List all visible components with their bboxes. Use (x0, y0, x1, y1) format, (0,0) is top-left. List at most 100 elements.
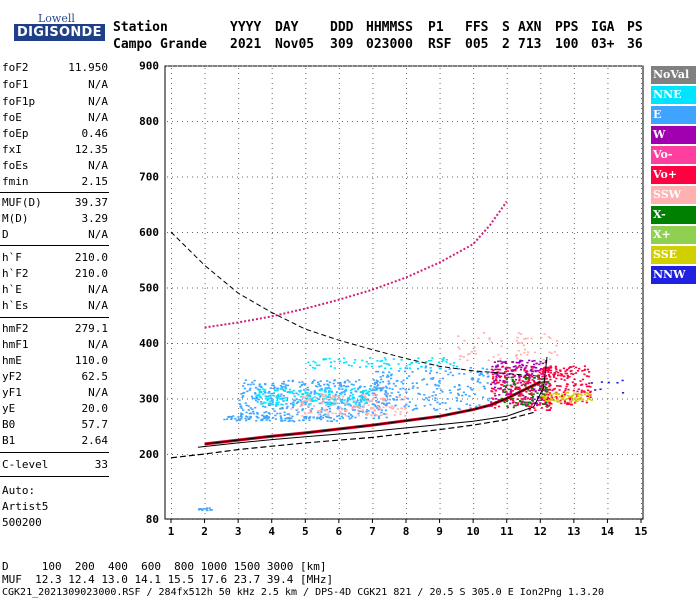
x-tick-label: 7 (369, 525, 376, 538)
echo-point (375, 387, 379, 389)
echo-point (258, 388, 262, 391)
echo-point (345, 402, 348, 404)
grid-dot (312, 454, 313, 455)
echo-point (507, 366, 510, 369)
grid-dot (242, 519, 243, 520)
grid-dot (439, 418, 441, 419)
echo-point (577, 393, 580, 396)
grid-dot (406, 183, 407, 184)
grid-dot (502, 65, 503, 67)
grid-dot (238, 398, 240, 399)
grid-dot (238, 268, 240, 269)
grid-dot (357, 454, 358, 455)
echo-point (502, 385, 505, 387)
echo-point (458, 358, 462, 361)
echo-point (556, 354, 559, 356)
grid-dot (406, 228, 407, 229)
echo-point (563, 393, 567, 396)
grid-dot (439, 463, 441, 464)
grid-dot (305, 293, 307, 294)
y-tick-label: 400 (139, 337, 159, 350)
echo-point (300, 395, 303, 398)
echo-point (530, 402, 533, 405)
grid-dot (372, 508, 374, 509)
grid-dot (473, 463, 475, 464)
echo-point (510, 392, 513, 395)
grid-dot (506, 438, 508, 439)
echo-point (378, 365, 381, 368)
grid-dot (372, 413, 374, 414)
echo-point (554, 365, 558, 368)
echo-point (226, 418, 229, 420)
echo-point (381, 371, 385, 374)
grid-dot (502, 287, 503, 289)
echo-point (360, 400, 363, 403)
echo-point (322, 408, 325, 411)
echo-point (530, 375, 534, 378)
echo-point (460, 355, 463, 358)
echo-point (382, 406, 385, 409)
grid-dot (372, 268, 374, 269)
echo-point (588, 371, 591, 373)
echo-point (546, 367, 549, 369)
grid-dot (252, 232, 253, 233)
echo-point (504, 362, 507, 365)
echo-point (312, 400, 315, 403)
grid-dot (412, 121, 413, 122)
echo-point (344, 388, 347, 391)
grid-dot (527, 343, 528, 344)
grid-dot (592, 398, 593, 400)
echo-point (511, 378, 514, 381)
grid-dot (204, 508, 206, 509)
grid-dot (338, 138, 340, 139)
echo-point (341, 399, 344, 401)
grid-dot (540, 88, 542, 89)
grid-dot (212, 343, 213, 344)
echo-point (469, 386, 472, 389)
echo-point (350, 414, 353, 416)
grid-dot (338, 353, 340, 354)
grid-dot (197, 343, 198, 344)
grid-dot (506, 263, 508, 264)
grid-dot (622, 519, 623, 520)
echo-point (548, 351, 551, 354)
grid-dot (597, 519, 598, 520)
echo-point (299, 401, 302, 403)
echo-point (516, 361, 519, 364)
echo-point (361, 391, 364, 393)
grid-dot (305, 258, 307, 259)
echo-point (483, 387, 487, 390)
grid-dot (338, 223, 340, 224)
grid-dot (642, 65, 643, 67)
grid-dot (439, 143, 441, 144)
grid-dot (171, 73, 172, 74)
logo-lowell: Lowell (38, 12, 75, 25)
grid-dot (477, 176, 478, 178)
grid-dot (473, 268, 475, 269)
echo-point (383, 357, 386, 359)
grid-dot (192, 454, 193, 455)
grid-dot (622, 343, 623, 344)
echo-point (477, 371, 480, 374)
grid-dot (540, 438, 542, 439)
grid-dot (238, 228, 240, 229)
grid-dot (207, 519, 208, 520)
echo-point (501, 389, 505, 392)
echo-point (390, 392, 393, 394)
grid-dot (432, 232, 433, 233)
echo-point (320, 401, 323, 404)
grid-dot (292, 287, 293, 289)
echo-point (379, 381, 382, 384)
grid-dot (167, 343, 168, 344)
grid-dot (305, 153, 307, 154)
echo-point (527, 389, 530, 391)
grid-dot (439, 363, 441, 364)
grid-dot (641, 303, 642, 304)
grid-dot (257, 65, 258, 67)
echo-point (549, 369, 553, 372)
echo-point (315, 392, 318, 394)
grid-dot (271, 298, 273, 299)
echo-point (500, 375, 503, 378)
echo-point (405, 411, 409, 414)
grid-dot (422, 519, 423, 520)
